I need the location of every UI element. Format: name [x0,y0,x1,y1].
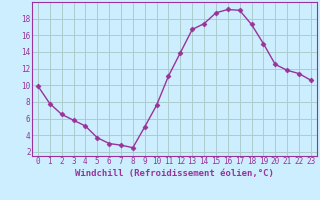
X-axis label: Windchill (Refroidissement éolien,°C): Windchill (Refroidissement éolien,°C) [75,169,274,178]
